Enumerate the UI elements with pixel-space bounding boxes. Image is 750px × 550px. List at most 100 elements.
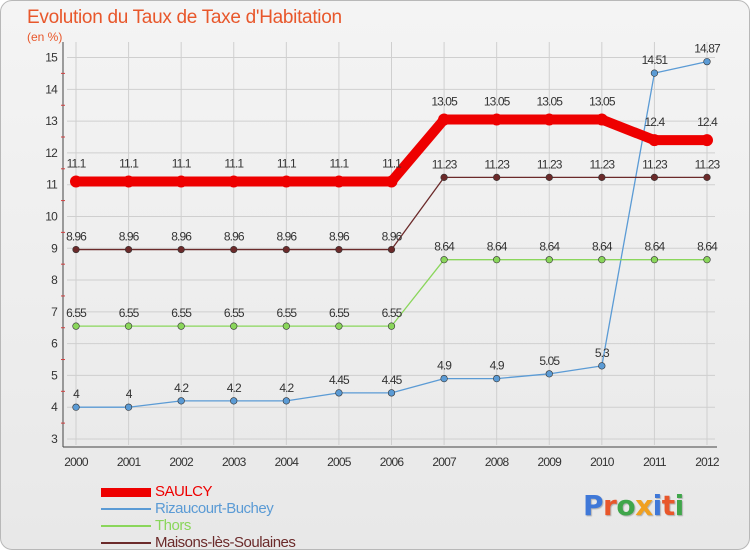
y-tick-label: 7 xyxy=(51,305,58,319)
proxiti-logo: Proxiti xyxy=(583,489,684,522)
y-tick-label: 5 xyxy=(51,368,58,382)
chart-title: Evolution du Taux de Taxe d'Habitation xyxy=(27,7,342,28)
data-label-rizaucourt-buchey: 4 xyxy=(126,387,133,401)
data-labels: 11.1 11.1 11.1 11.1 11.1 11.1 11.1 13.05 13.05 13… xyxy=(66,42,722,402)
point-saulcy xyxy=(227,175,240,188)
x-tick-label: 2001 xyxy=(117,455,142,469)
data-label-saulcy: 13.05 xyxy=(536,95,563,109)
data-label-rizaucourt-buchey: 4.2 xyxy=(279,381,294,395)
point-thors xyxy=(650,256,659,264)
point-maisons-l-s-soulaines xyxy=(650,173,659,181)
data-label-saulcy: 13.05 xyxy=(484,95,511,109)
x-tick-label: 2003 xyxy=(222,455,247,469)
logo-letter: i xyxy=(674,489,685,522)
point-thors xyxy=(703,256,711,264)
data-label-thors: 8.64 xyxy=(645,240,666,254)
point-thors xyxy=(545,256,553,264)
y-tick-label: 11 xyxy=(46,178,58,192)
y-tick-label: 9 xyxy=(51,241,58,255)
legend-label: Maisons-lès-Soulaines xyxy=(155,534,296,550)
data-label-maisons-l-s-soulaines: 11.23 xyxy=(484,157,510,171)
data-label-saulcy: 13.05 xyxy=(431,95,458,109)
point-rizaucourt-buchey xyxy=(545,370,553,378)
data-label-thors: 6.55 xyxy=(382,306,403,320)
logo-letter: i xyxy=(652,489,663,522)
data-label-saulcy: 11.1 xyxy=(119,157,139,171)
x-tick-label: 2006 xyxy=(380,455,405,469)
point-maisons-l-s-soulaines xyxy=(282,245,290,254)
data-label-maisons-l-s-soulaines: 11.23 xyxy=(695,157,721,171)
x-tick-label: 2008 xyxy=(485,455,510,469)
point-maisons-l-s-soulaines xyxy=(387,245,396,254)
point-rizaucourt-buchey xyxy=(124,403,133,411)
data-label-rizaucourt-buchey: 14.87 xyxy=(694,42,721,56)
point-rizaucourt-buchey xyxy=(72,403,80,411)
point-thors xyxy=(282,322,290,330)
point-saulcy xyxy=(385,175,398,188)
data-label-rizaucourt-buchey: 4.9 xyxy=(437,359,452,373)
legend-label: Rizaucourt-Buchey xyxy=(155,500,274,517)
data-label-rizaucourt-buchey: 4.9 xyxy=(490,359,505,373)
data-label-saulcy: 11.1 xyxy=(382,157,402,171)
data-label-saulcy: 11.1 xyxy=(67,157,87,171)
data-label-maisons-l-s-soulaines: 8.96 xyxy=(382,230,403,244)
x-tick-label: 2012 xyxy=(695,455,720,469)
data-label-thors: 6.55 xyxy=(66,306,87,320)
y-tick-label: 14 xyxy=(45,82,58,96)
data-label-thors: 8.64 xyxy=(592,240,613,254)
data-label-saulcy: 12.4 xyxy=(645,115,666,129)
legend-swatch xyxy=(101,525,151,527)
data-label-thors: 8.64 xyxy=(539,240,560,254)
point-rizaucourt-buchey xyxy=(230,397,238,405)
data-label-thors: 6.55 xyxy=(224,306,245,320)
data-label-thors: 6.55 xyxy=(119,306,140,320)
gridlines xyxy=(67,42,715,445)
point-rizaucourt-buchey xyxy=(440,375,448,383)
data-label-maisons-l-s-soulaines: 8.96 xyxy=(119,230,140,244)
point-thors xyxy=(177,322,185,330)
point-saulcy xyxy=(122,175,135,188)
data-label-rizaucourt-buchey: 4.2 xyxy=(174,381,189,395)
data-label-maisons-l-s-soulaines: 8.96 xyxy=(329,230,350,244)
y-tick-label: 3 xyxy=(51,432,58,446)
data-label-maisons-l-s-soulaines: 8.96 xyxy=(224,230,245,244)
y-tick-label: 15 xyxy=(45,51,58,65)
y-tick-label: 6 xyxy=(51,337,58,351)
data-label-maisons-l-s-soulaines: 11.23 xyxy=(432,157,458,171)
y-tick-label: 12 xyxy=(45,146,58,160)
point-thors xyxy=(72,322,80,330)
x-tick-label: 2004 xyxy=(275,455,300,469)
point-maisons-l-s-soulaines xyxy=(124,245,133,254)
x-tick-label: 2011 xyxy=(643,455,667,469)
point-thors xyxy=(335,322,343,330)
data-label-rizaucourt-buchey: 5.3 xyxy=(595,346,610,360)
data-label-rizaucourt-buchey: 4.45 xyxy=(329,373,350,387)
data-label-saulcy: 11.1 xyxy=(329,157,349,171)
data-label-rizaucourt-buchey: 5.05 xyxy=(539,354,560,368)
point-maisons-l-s-soulaines xyxy=(598,173,606,181)
point-maisons-l-s-soulaines xyxy=(72,245,80,254)
point-rizaucourt-buchey xyxy=(650,69,659,77)
data-label-thors: 6.55 xyxy=(329,306,350,320)
data-label-maisons-l-s-soulaines: 11.23 xyxy=(590,157,616,171)
data-label-saulcy: 13.05 xyxy=(589,95,616,109)
point-maisons-l-s-soulaines xyxy=(177,245,185,254)
x-tick-label: 2000 xyxy=(64,455,89,469)
point-maisons-l-s-soulaines xyxy=(335,245,343,254)
legend-swatch xyxy=(101,508,151,510)
x-tick-label: 2009 xyxy=(538,455,563,469)
unit-label: (en %) xyxy=(27,30,63,44)
legend-swatch xyxy=(101,542,151,544)
logo-letter: o xyxy=(616,489,636,522)
logo-letter: x xyxy=(635,489,653,522)
point-thors xyxy=(598,256,606,264)
point-rizaucourt-buchey xyxy=(335,389,343,397)
data-label-thors: 8.64 xyxy=(697,240,718,254)
y-tick-label: 8 xyxy=(51,273,58,287)
point-saulcy xyxy=(490,113,503,126)
axes: 3 4 5 6 7 8 9 10 11 12 13 14 15 2000 2001 2002 2003 2004 2… xyxy=(45,42,721,469)
data-label-saulcy: 11.1 xyxy=(224,157,244,171)
x-tick-label: 2005 xyxy=(327,455,352,469)
